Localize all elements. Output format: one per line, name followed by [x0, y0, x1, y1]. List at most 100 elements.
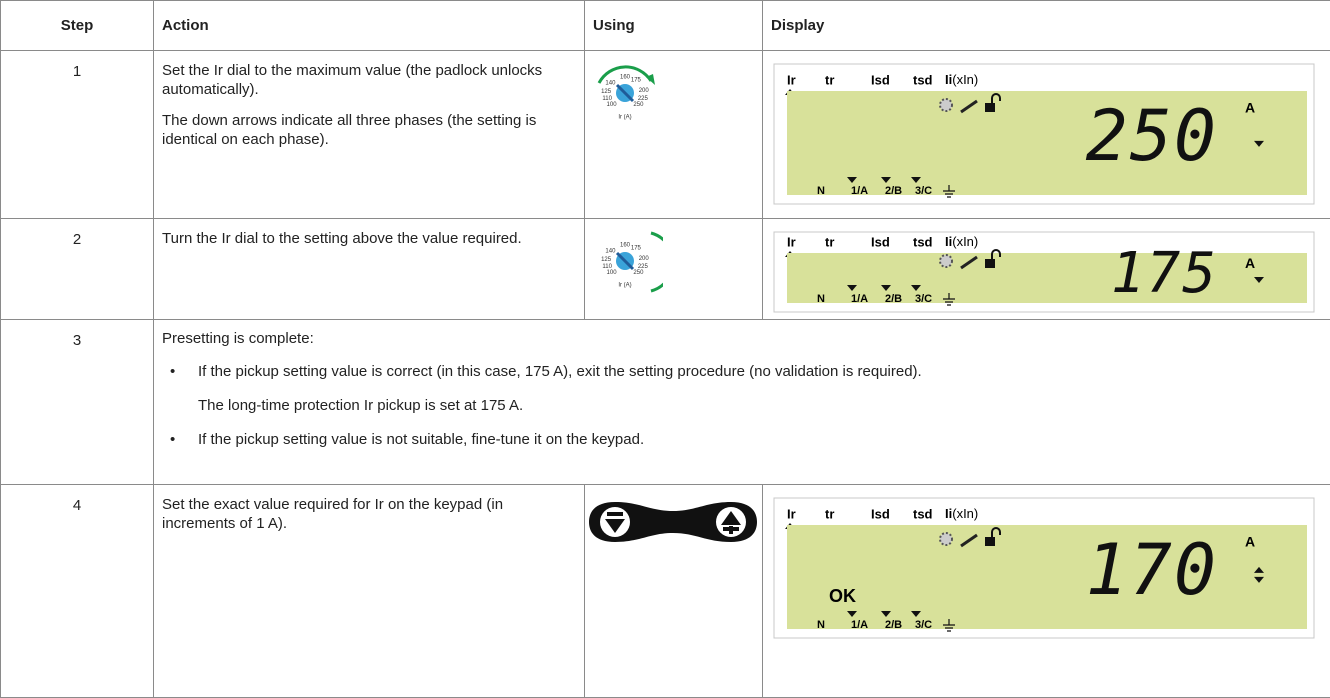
- header-row: Step Action Using Display: [1, 1, 1330, 51]
- lcd-area: [787, 525, 1307, 629]
- phase-label: 2/B: [885, 185, 902, 197]
- icon-gear: [940, 255, 952, 267]
- label-part: (xIn): [952, 72, 978, 87]
- display-label: tr: [825, 506, 834, 521]
- phase-label: 3/C: [915, 293, 932, 305]
- display-unit: A: [1245, 534, 1255, 550]
- step: 2: [1, 219, 154, 320]
- row: 3 Presetting is complete: •If the pickup…: [1, 320, 1330, 485]
- display-label: Ir: [787, 506, 796, 521]
- dial-label: 200: [639, 256, 650, 262]
- dial-arc: [651, 233, 663, 291]
- label-part: (xIn): [952, 234, 978, 249]
- display-box: Ir tr Isd tsd Ii(xIn) 170 A OK N 1/A 2/B 3/C: [763, 497, 1330, 643]
- display-label: Isd: [871, 506, 890, 521]
- dial-label: 140: [605, 248, 616, 254]
- result: Presetting is complete: •If the pickup s…: [154, 320, 1330, 485]
- dial-label: 125: [601, 257, 612, 263]
- display-label: Ir: [787, 234, 796, 249]
- display-box: Ir tr Isd tsd Ii(xIn) 175 A N 1/A 2/B 3/C: [763, 231, 1330, 317]
- phase-label: 2/B: [885, 619, 902, 631]
- action-text: Turn the Ir dial to the setting above th…: [162, 229, 574, 248]
- display-cell: Ir tr Isd tsd Ii(xIn) 175 A N 1/A 2/B 3/C: [763, 219, 1330, 320]
- dial-label: 125: [601, 89, 612, 95]
- bullet-text: If the pickup setting value is not suita…: [198, 430, 644, 449]
- action: Set the Ir dial to the maximum value (th…: [154, 51, 585, 219]
- bullet-text: The long-time protection Ir pickup is se…: [198, 396, 922, 415]
- display-label: tsd: [913, 72, 933, 87]
- display-value: 250: [1086, 95, 1218, 177]
- display-value: 175: [1111, 241, 1218, 306]
- dial-unit: Ir (A): [618, 115, 631, 121]
- display-label: Isd: [871, 234, 890, 249]
- dial-label: 250: [633, 102, 644, 108]
- display-cell: Ir tr Isd tsd Ii(xIn) 170 A OK N 1/A 2/B 3/C: [763, 485, 1330, 698]
- display-label: tsd: [913, 234, 933, 249]
- ok-label: OK: [829, 586, 856, 606]
- phase-label: 3/C: [915, 619, 932, 631]
- display-unit: A: [1245, 255, 1255, 271]
- icon-gear: [940, 533, 952, 545]
- row: 4 Set the exact value required for Ir on…: [1, 485, 1330, 698]
- display-label: Isd: [871, 72, 890, 87]
- phase-label: 1/A: [851, 293, 868, 305]
- action: Set the exact value required for Ir on t…: [154, 485, 585, 698]
- phase-label: N: [817, 619, 825, 631]
- action-text: The down arrows indicate all three phase…: [162, 111, 574, 149]
- dial-label: 100: [607, 270, 618, 276]
- bullet: •If the pickup setting value is correct …: [162, 362, 1322, 430]
- step: 4: [1, 485, 154, 698]
- header-cell: Action: [154, 1, 585, 51]
- label-part: (xIn): [952, 506, 978, 521]
- dial-label: 160: [620, 75, 631, 81]
- display-label: tr: [825, 234, 834, 249]
- using: [585, 485, 763, 698]
- phase-label: 1/A: [851, 619, 868, 631]
- icon-lock: [985, 103, 995, 112]
- dial-label: 175: [631, 245, 642, 251]
- dial-label: 110: [602, 96, 612, 102]
- display-label: tsd: [913, 506, 933, 521]
- step: 3: [1, 320, 154, 485]
- lcd-display: Ir tr Isd tsd Ii(xIn) 175 A N 1/A 2/B 3/C: [773, 231, 1318, 317]
- bullet: •If the pickup setting value is not suit…: [162, 430, 1322, 464]
- dial-label: 160: [620, 243, 631, 249]
- dial-label: 110: [602, 264, 612, 270]
- dial-label: 250: [633, 270, 644, 276]
- display-label: Ii(xIn): [945, 234, 978, 249]
- bullet-text: If the pickup setting value is correct (…: [198, 362, 922, 381]
- phase-label: 2/B: [885, 293, 902, 305]
- dial-label: 140: [605, 80, 616, 86]
- lcd-area: [787, 91, 1307, 195]
- display-unit: A: [1245, 100, 1255, 116]
- phase-label: N: [817, 185, 825, 197]
- display-value: 170: [1086, 529, 1218, 611]
- phase-label: 1/A: [851, 185, 868, 197]
- display-label: tr: [825, 72, 834, 87]
- header-cell: Step: [1, 1, 154, 51]
- action-text: Set the exact value required for Ir on t…: [162, 495, 574, 533]
- display-label: Ii(xIn): [945, 506, 978, 521]
- row: 1 Set the Ir dial to the maximum value (…: [1, 51, 1330, 219]
- header-cell: Using: [585, 1, 763, 51]
- action: Turn the Ir dial to the setting above th…: [154, 219, 585, 320]
- label-part: Ii: [945, 506, 952, 521]
- intro: Presetting is complete:: [162, 330, 1322, 347]
- row: 2 Turn the Ir dial to the setting above …: [1, 219, 1330, 320]
- icon-gear: [940, 99, 952, 111]
- step: 1: [1, 51, 154, 219]
- phase-label: 3/C: [915, 185, 932, 197]
- lcd-display: Ir tr Isd tsd Ii(xIn) 170 A OK N 1/A 2/B 3/C: [773, 497, 1318, 643]
- display-label: Ir: [787, 72, 796, 87]
- phase-label: N: [817, 293, 825, 305]
- action-text: Set the Ir dial to the maximum value (th…: [162, 61, 574, 99]
- key-icon: [729, 526, 733, 534]
